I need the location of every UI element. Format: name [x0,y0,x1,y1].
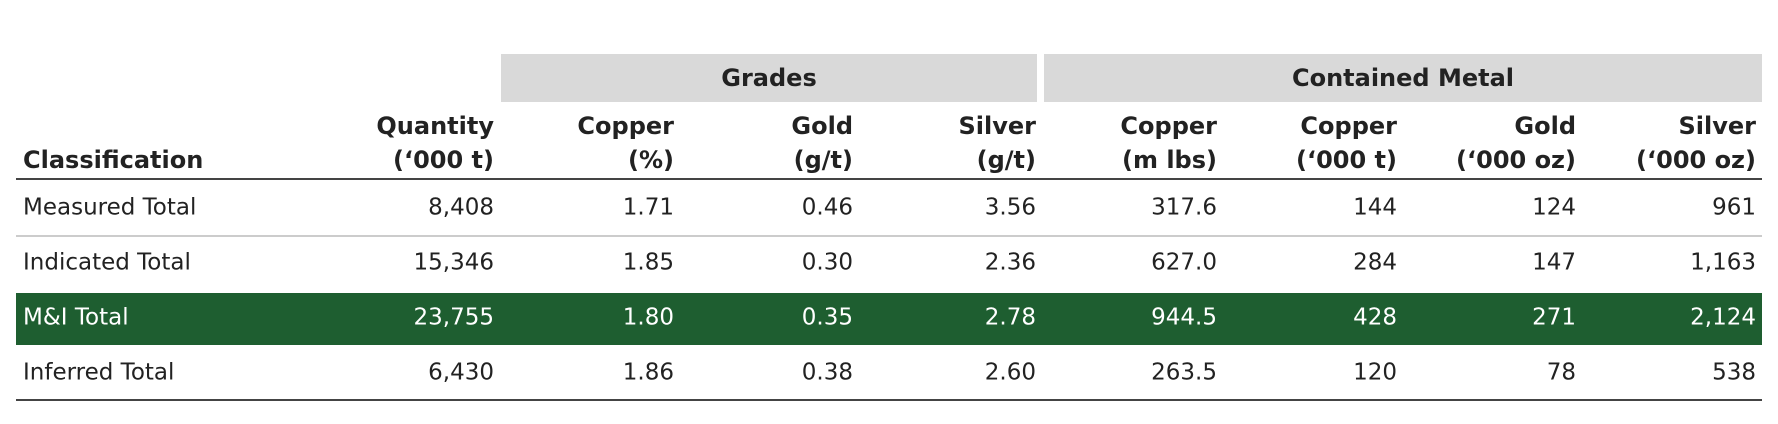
cell: 2.78 [985,305,1036,331]
column-header: (‘000 t) [393,146,494,174]
group-band [501,54,1037,102]
cell: 961 [1712,195,1756,221]
cell: 23,755 [414,305,494,331]
group-header: Contained Metal [1292,64,1514,92]
cell: 1,163 [1690,250,1756,276]
column-header: Gold [791,112,853,140]
cell: 144 [1353,195,1397,221]
column-header: (%) [628,146,674,174]
cell: 627.0 [1151,250,1217,276]
cell: Inferred Total [23,360,174,386]
group-band [1044,54,1762,102]
column-header: (‘000 t) [1296,146,1397,174]
column-header: Copper [1120,112,1217,140]
cell: Measured Total [23,195,196,221]
column-header: Gold [1514,112,1576,140]
group-header: Grades [721,64,816,92]
column-header: Copper [1300,112,1397,140]
cell: 147 [1532,250,1576,276]
cell: 271 [1532,305,1576,331]
cell: 6,430 [428,360,494,386]
column-header: Silver [959,112,1037,140]
column-header: (‘000 oz) [1456,146,1576,174]
column-header: (g/t) [977,146,1036,174]
cell: 15,346 [414,250,494,276]
cell: 120 [1353,360,1397,386]
column-header: Copper [577,112,674,140]
column-header: Silver [1679,112,1757,140]
cell: 2.36 [985,250,1036,276]
column-header: (m lbs) [1122,146,1217,174]
cell: 0.38 [802,360,853,386]
cell: 2,124 [1690,305,1756,331]
cell: Indicated Total [23,250,191,276]
cell: 538 [1712,360,1756,386]
cell: 1.86 [623,360,674,386]
cell: 944.5 [1151,305,1217,331]
cell: 0.46 [802,195,853,221]
row-highlight [16,293,1762,345]
column-header: (‘000 oz) [1636,146,1756,174]
cell: 263.5 [1151,360,1217,386]
cell: 1.80 [623,305,674,331]
cell: 317.6 [1151,195,1217,221]
cell: 284 [1353,250,1397,276]
cell: 3.56 [985,195,1036,221]
column-header: Classification [23,146,203,174]
cell: 1.71 [623,195,674,221]
cell: 1.85 [623,250,674,276]
cell: 124 [1532,195,1576,221]
cell: 78 [1547,360,1576,386]
cell: 0.30 [802,250,853,276]
cell: M&I Total [23,305,129,331]
column-header: Quantity [376,112,494,140]
cell: 2.60 [985,360,1036,386]
column-header: (g/t) [794,146,853,174]
cell: 428 [1353,305,1397,331]
cell: 0.35 [802,305,853,331]
cell: 8,408 [428,195,494,221]
